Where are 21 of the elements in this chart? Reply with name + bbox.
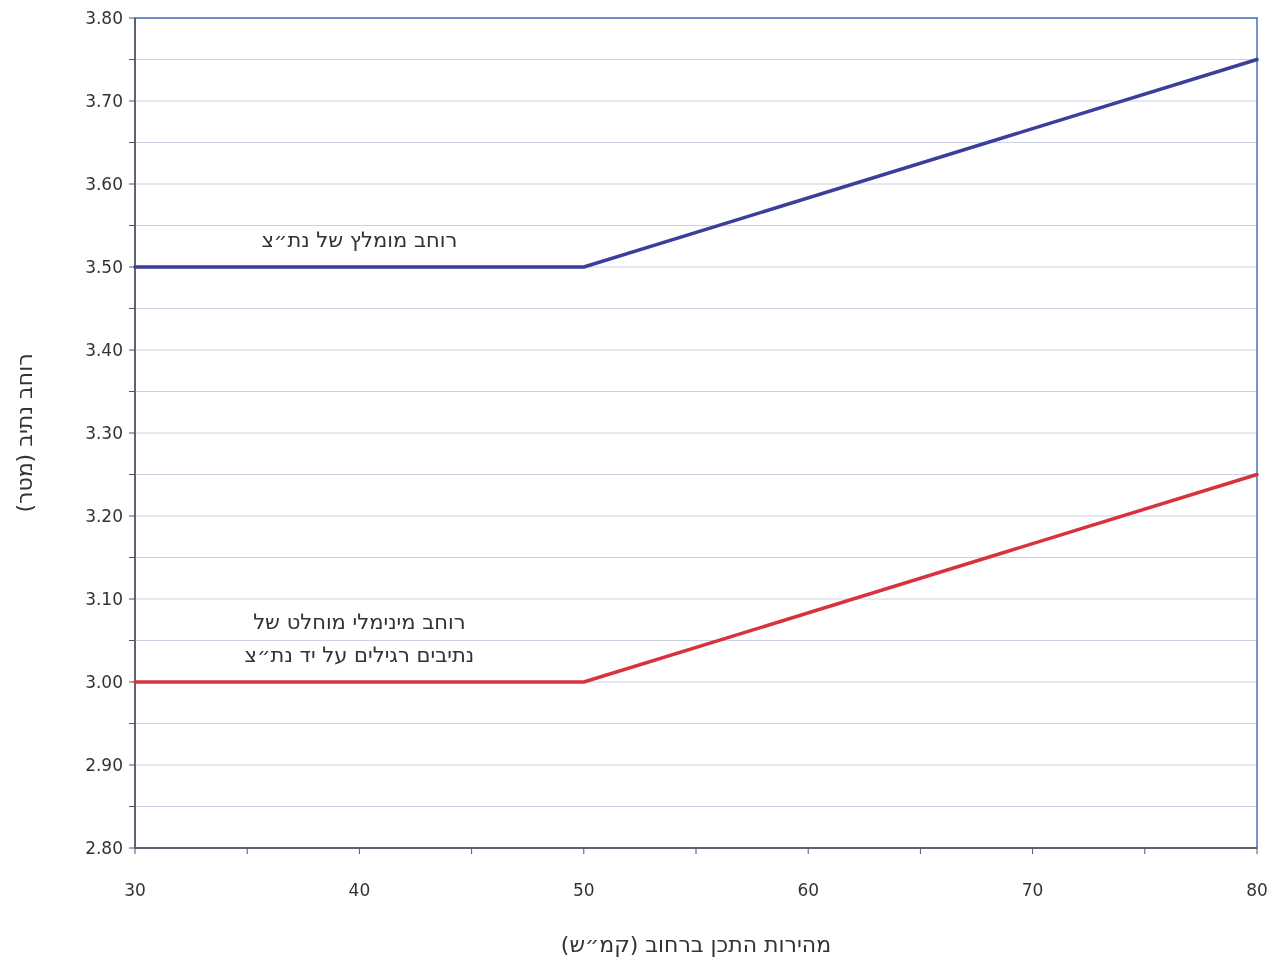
y-tick-label: 3.20: [85, 506, 123, 526]
x-tick-label: 30: [124, 880, 146, 900]
y-tick-label: 2.80: [85, 838, 123, 858]
y-tick-label: 3.10: [85, 589, 123, 609]
y-tick-label: 3.40: [85, 340, 123, 360]
y-tick-label: 3.70: [85, 91, 123, 111]
y-axis-title: רוחב נתיב (מטר): [12, 353, 37, 513]
y-tick-label: 3.80: [85, 8, 123, 28]
x-tick-label: 60: [797, 880, 820, 900]
x-tick-label: 40: [348, 880, 371, 900]
series-label: רוחב מומלץ של נת״צ: [261, 228, 458, 252]
x-tick-label: 50: [572, 880, 595, 900]
y-tick-label: 3.50: [85, 257, 123, 277]
y-tick-label: 3.30: [85, 423, 123, 443]
y-tick-label: 3.60: [85, 174, 123, 194]
y-tick-label: 3.00: [85, 672, 123, 692]
y-tick-label: 2.90: [85, 755, 123, 775]
x-tick-label: 80: [1246, 880, 1268, 900]
x-axis-title: מהירות התכן ברחוב (קמ״ש): [560, 932, 832, 957]
series-label: רוחב מינימלי מוחלט של נתיבים רגילים על יד נת״צ: [244, 610, 475, 667]
x-tick-label: 70: [1021, 880, 1044, 900]
